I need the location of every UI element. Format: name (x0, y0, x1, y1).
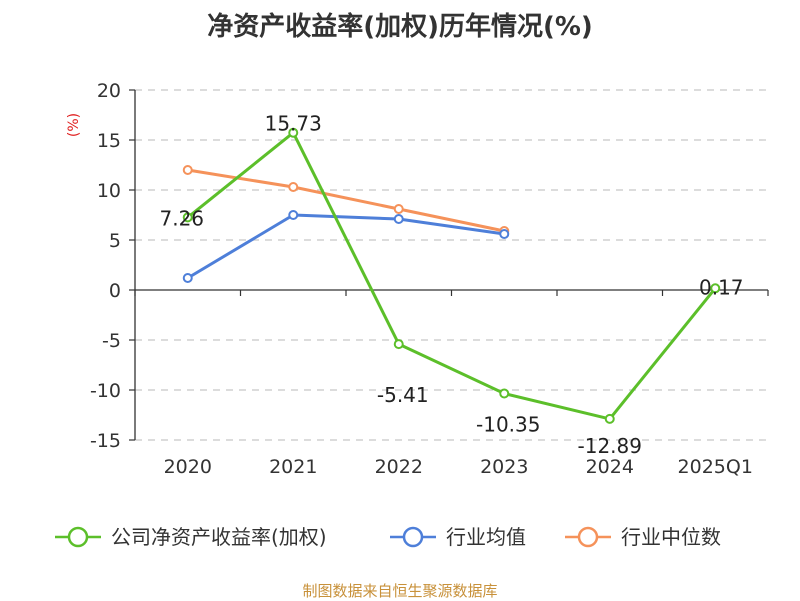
data-point (393, 214, 404, 224)
x-tick-label: 2024 (586, 456, 634, 478)
data-point (182, 212, 193, 223)
y-axis-unit: (%) (66, 113, 82, 137)
data-label: 7.26 (159, 206, 204, 230)
x-tick-label: 2023 (480, 456, 528, 478)
legend-marker (67, 526, 89, 548)
data-point (710, 283, 721, 294)
legend-marker (402, 526, 424, 548)
y-tick-label: -10 (90, 380, 121, 402)
y-tick-label: 20 (97, 80, 121, 102)
series-line (186, 131, 717, 421)
x-tick-label: 2021 (269, 456, 317, 478)
series-line (187, 168, 505, 233)
legend-label: 行业均值 (446, 525, 526, 549)
y-tick-label: -5 (102, 330, 121, 352)
data-point (288, 127, 299, 138)
x-tick-label: 2020 (164, 456, 212, 478)
y-tick-label: 15 (97, 130, 121, 152)
data-point (393, 339, 404, 350)
data-point (288, 210, 299, 220)
data-point (182, 165, 193, 175)
data-label: -12.89 (578, 434, 642, 458)
x-tick-label: 2022 (375, 456, 423, 478)
series-line (186, 213, 505, 280)
data-point (499, 388, 510, 399)
data-label: 0.17 (699, 275, 744, 299)
x-tick-label: 2025Q1 (678, 456, 753, 478)
y-tick-label: 0 (109, 280, 121, 302)
data-point (604, 413, 615, 424)
legend-marker (577, 526, 599, 548)
y-tick-label: -15 (90, 430, 121, 452)
legend-label: 公司净资产收益率(加权) (111, 525, 327, 549)
data-label: -5.41 (377, 383, 429, 407)
y-tick-label: 5 (109, 230, 121, 252)
data-label: -10.35 (476, 413, 540, 437)
y-tick-label: 10 (97, 180, 121, 202)
chart-title: 净资产收益率(加权)历年情况(%) (207, 12, 593, 42)
data-point (393, 204, 404, 214)
data-point (288, 182, 299, 192)
data-point (182, 273, 193, 283)
data-label: 15.73 (265, 112, 322, 136)
source-note: 制图数据来自恒生聚源数据库 (302, 582, 498, 600)
legend-label: 行业中位数 (621, 525, 721, 549)
data-point (499, 229, 510, 239)
